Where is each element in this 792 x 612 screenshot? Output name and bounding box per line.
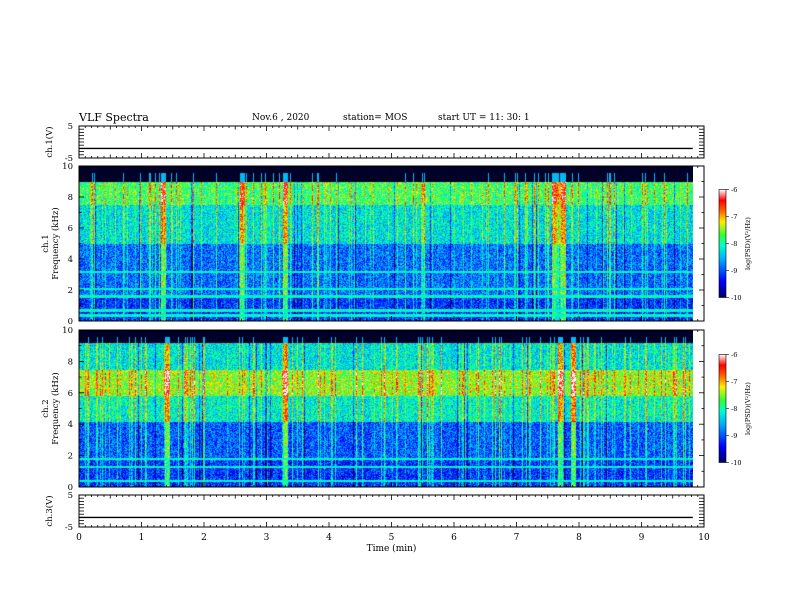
ch-1-spectrogram-image [79, 166, 693, 321]
colorbar-tick-label: -6 [731, 186, 737, 194]
x-tick-label: 5 [389, 533, 395, 543]
y-tick-label: 2 [68, 286, 73, 296]
x-tick-label: 8 [576, 533, 582, 543]
y-tick-label: 4 [68, 420, 73, 430]
colorbar-tick-label: -8 [731, 405, 737, 413]
y-tick-label: -5 [65, 154, 73, 164]
y-tick-label: 2 [68, 452, 73, 462]
y-tick-label: 6 [68, 224, 73, 234]
y-axis-label: Frequency (kHz) [50, 207, 61, 279]
y-tick-label: 8 [68, 193, 73, 203]
colorbar-tick-label: -7 [731, 378, 737, 386]
x-axis-label: Time (min) [367, 543, 417, 554]
y-tick-label: 5 [68, 491, 73, 501]
x-tick-label: 7 [514, 533, 520, 543]
x-tick-label: 10 [698, 533, 710, 543]
colorbar-label: log(PSD)(V²/Hz) [744, 217, 752, 270]
y-axis-label: Frequency (kHz) [50, 372, 61, 444]
colorbar-tick-label: -8 [731, 240, 737, 248]
y-tick-label: 5 [68, 122, 73, 132]
station-label: station= MOS [343, 113, 408, 123]
date-label: Nov.6 , 2020 [252, 113, 310, 123]
x-tick-label: 4 [326, 533, 332, 543]
y-axis-label: ch.1(V) [44, 126, 55, 157]
figure-title: VLF Spectra [79, 111, 149, 124]
colorbar-tick-label: -6 [731, 351, 737, 359]
x-tick-label: 1 [139, 533, 145, 543]
x-tick-label: 0 [76, 533, 82, 543]
y-axis-label: ch.2 [41, 399, 51, 417]
y-tick-label: 8 [68, 357, 73, 367]
colorbar-tick-label: -9 [731, 432, 737, 440]
y-tick-label: 10 [62, 162, 73, 172]
ch-2-spectrogram-image [79, 330, 693, 487]
colorbar-tick-label: -9 [731, 267, 737, 275]
colorbar-label: log(PSD)(V²/Hz) [744, 382, 752, 435]
y-tick-label: 10 [62, 326, 73, 336]
y-axis-label: ch.1 [41, 234, 51, 252]
colorbar [718, 189, 727, 298]
colorbar-tick-label: -10 [731, 294, 741, 302]
colorbar-tick-label: -10 [731, 459, 741, 467]
colorbar-tick-label: -7 [731, 213, 737, 221]
y-tick-label: 0 [68, 483, 73, 493]
x-tick-label: 3 [264, 533, 270, 543]
colorbar [718, 354, 727, 463]
x-tick-label: 6 [451, 533, 457, 543]
start-time-label: start UT = 11: 30: 1 [438, 113, 530, 123]
y-tick-label: 4 [68, 255, 73, 265]
x-tick-label: 2 [201, 533, 207, 543]
y-tick-label: 6 [68, 389, 73, 399]
y-axis-label: ch.3(V) [44, 495, 55, 526]
y-tick-label: 0 [68, 317, 73, 327]
y-tick-label: -5 [65, 523, 73, 533]
x-tick-label: 9 [639, 533, 645, 543]
